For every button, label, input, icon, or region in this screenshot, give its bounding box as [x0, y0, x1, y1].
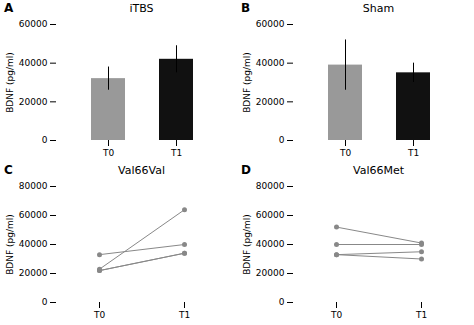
html-text:iTBS: iTBS [129, 2, 154, 15]
html-text:Val66Met: Val66Met [353, 164, 404, 177]
svg-text:40000: 40000 [19, 58, 48, 68]
html-text:Val66Val: Val66Val [118, 164, 165, 177]
svg-text:40000: 40000 [19, 239, 48, 249]
svg-text:T1: T1 [415, 310, 427, 320]
svg-text:40000: 40000 [256, 239, 285, 249]
svg-text:T1: T1 [170, 148, 182, 158]
html-text:Sham: Sham [362, 2, 395, 15]
html-text:D: D [241, 163, 251, 177]
svg-text:0: 0 [279, 297, 285, 307]
html-text:C: C [4, 163, 13, 177]
svg-text:0: 0 [42, 135, 48, 145]
svg-text:60000: 60000 [19, 19, 48, 29]
svg-text:80000: 80000 [19, 181, 48, 191]
svg-text:60000: 60000 [19, 210, 48, 220]
svg-text:T0: T0 [330, 310, 342, 320]
svg-text:T0: T0 [339, 148, 351, 158]
svg-text:T1: T1 [407, 148, 419, 158]
svg-text:BDNF (pg/ml): BDNF (pg/ml) [242, 52, 252, 113]
svg-text:T1: T1 [178, 310, 190, 320]
svg-text:60000: 60000 [256, 19, 285, 29]
svg-text:20000: 20000 [256, 97, 285, 107]
html-text:A: A [4, 1, 14, 15]
svg-text:40000: 40000 [256, 58, 285, 68]
svg-text:0: 0 [279, 135, 285, 145]
svg-text:20000: 20000 [256, 268, 285, 278]
svg-text:BDNF (pg/ml): BDNF (pg/ml) [242, 214, 252, 275]
svg-text:T0: T0 [102, 148, 114, 158]
svg-text:T0: T0 [93, 310, 105, 320]
svg-text:BDNF (pg/ml): BDNF (pg/ml) [5, 214, 15, 275]
html-text:B: B [241, 1, 251, 15]
svg-text:20000: 20000 [19, 97, 48, 107]
svg-text:80000: 80000 [256, 181, 285, 191]
svg-text:60000: 60000 [256, 210, 285, 220]
svg-text:0: 0 [42, 297, 48, 307]
svg-text:BDNF (pg/ml): BDNF (pg/ml) [5, 52, 15, 113]
svg-text:20000: 20000 [19, 268, 48, 278]
